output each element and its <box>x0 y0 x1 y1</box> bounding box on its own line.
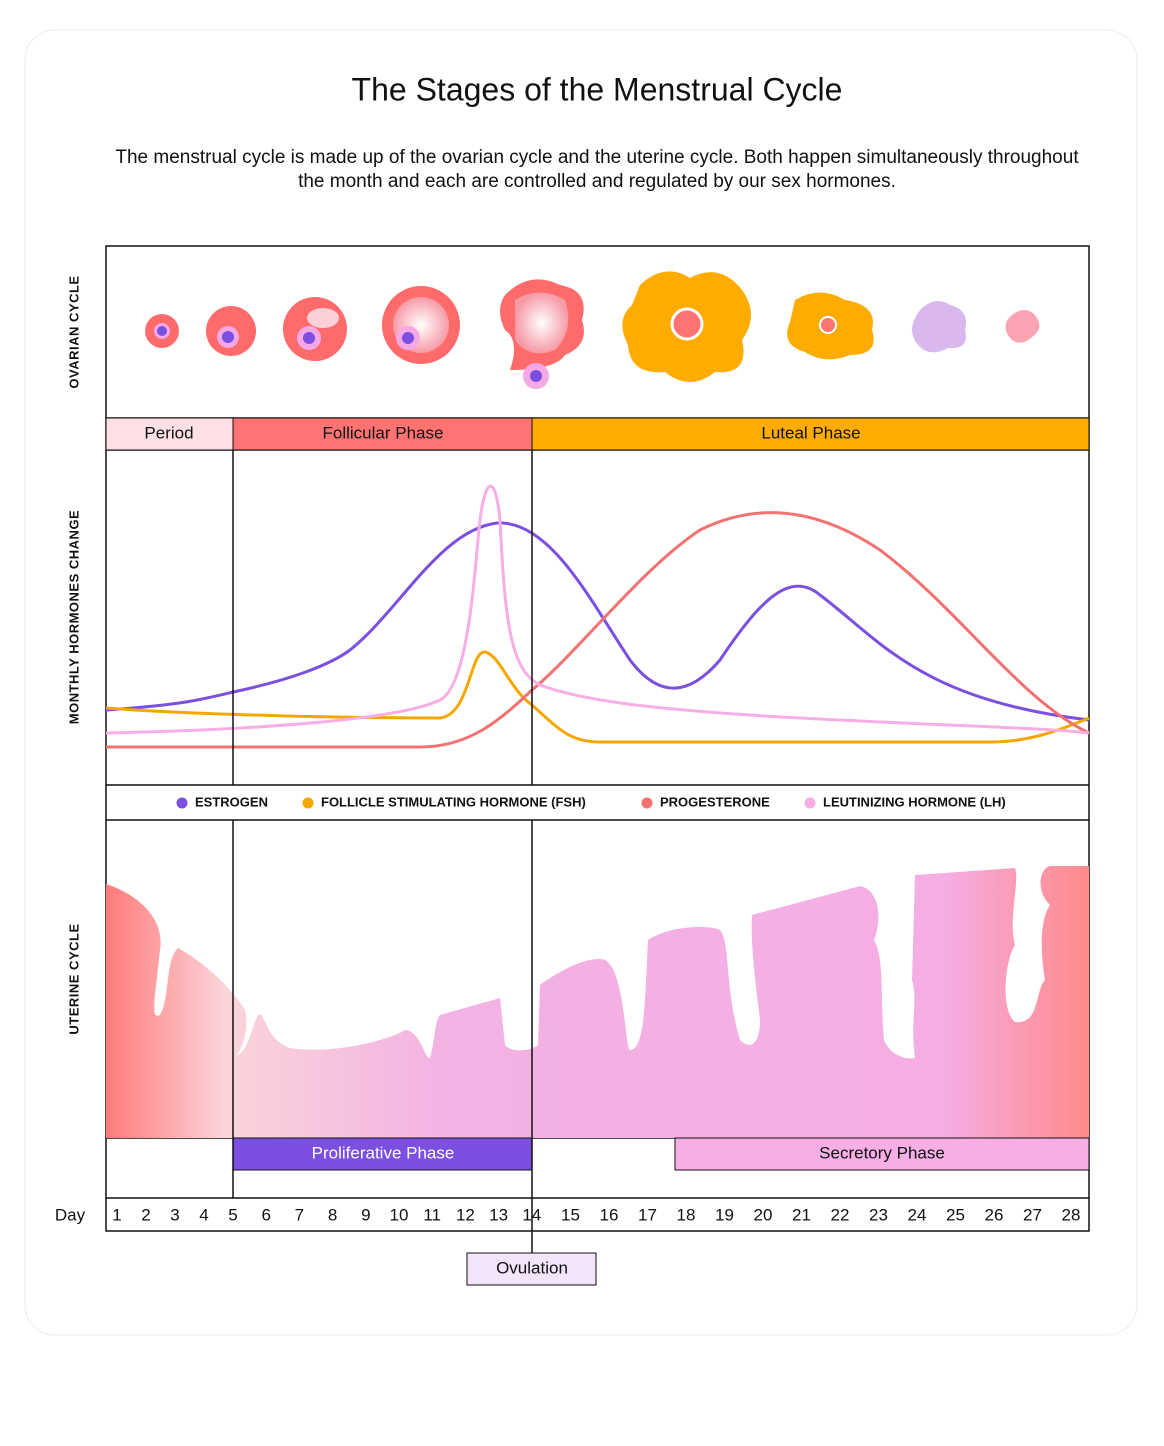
day-label: Day <box>55 1205 86 1224</box>
fsh-curve <box>105 650 1090 744</box>
phase-label: Proliferative Phase <box>312 1143 455 1162</box>
legend-label: LEUTINIZING HORMONE (LH) <box>823 794 1006 809</box>
day-number: 24 <box>908 1205 927 1224</box>
luteal-bar <box>531 417 1090 451</box>
row-label: UTERINE CYCLE <box>66 923 81 1034</box>
day-number: 18 <box>677 1205 696 1224</box>
day-number: 7 <box>295 1205 304 1224</box>
day-number: 23 <box>869 1205 888 1224</box>
ovarian-illustration <box>145 271 1040 389</box>
ovulation-label: Ovulation <box>496 1258 568 1277</box>
day-number: 15 <box>561 1205 580 1224</box>
subtitle-box: The menstrual cycle is made up of the ov… <box>115 147 1079 192</box>
legend-label: PROGESTERONE <box>660 794 770 809</box>
estrogen-curve <box>105 521 1090 722</box>
day-number: 14 <box>522 1205 541 1224</box>
legend-label: FOLLICLE STIMULATING HORMONE (FSH) <box>321 794 586 809</box>
phase-label: Secretory Phase <box>819 1143 945 1162</box>
day-number: 13 <box>489 1205 508 1224</box>
subtitle: The menstrual cycle is made up of the ov… <box>115 147 1079 192</box>
phase-dividers <box>232 450 533 1253</box>
day-number: 8 <box>328 1205 337 1224</box>
day-number: 11 <box>423 1205 441 1224</box>
title: The Stages of the Menstrual Cycle <box>352 71 843 107</box>
row-label: MONTHLY HORMONES CHANGE <box>66 510 81 724</box>
lh-curve <box>105 484 1090 735</box>
day-number: 3 <box>170 1205 179 1224</box>
row-label: OVARIAN CYCLE <box>66 275 81 388</box>
hormone-curves <box>105 484 1090 749</box>
ovulation-box <box>466 1252 597 1286</box>
day-number: 1 <box>112 1205 121 1224</box>
phase-label: Period <box>144 423 193 442</box>
proliferative-bar <box>232 1137 533 1171</box>
day-number: 22 <box>831 1205 850 1224</box>
day-number: 27 <box>1023 1205 1042 1224</box>
day-number: 9 <box>361 1205 370 1224</box>
phase-label: Follicular Phase <box>323 423 444 442</box>
secretory-bar <box>674 1137 1090 1171</box>
day-number: 12 <box>456 1205 475 1224</box>
day-number: 16 <box>600 1205 619 1224</box>
day-row: 1 2 3 4 5 6 7 8 9 10 11 12 13 14 15 16 17 18 19 20 21 22 23 24 2… <box>112 1205 1080 1224</box>
day-number: 19 <box>715 1205 734 1224</box>
uterine-lining <box>106 866 1089 1138</box>
day-number: 21 <box>792 1205 811 1224</box>
day-number: 17 <box>638 1205 657 1224</box>
day-number: 10 <box>390 1205 409 1224</box>
day-number: 25 <box>946 1205 965 1224</box>
legend: ESTROGEN FOLLICLE STIMULATING HORMONE (F… <box>176 794 1006 809</box>
day-number: 28 <box>1062 1205 1081 1224</box>
day-number: 20 <box>754 1205 773 1224</box>
day-number: 26 <box>985 1205 1004 1224</box>
phase-label: Luteal Phase <box>761 423 860 442</box>
day-number: 5 <box>228 1205 237 1224</box>
progesterone-curve <box>106 511 1090 749</box>
day-number: 4 <box>199 1205 208 1224</box>
day-number: 2 <box>141 1205 150 1224</box>
day-number: 6 <box>261 1205 270 1224</box>
legend-label: ESTROGEN <box>195 794 268 809</box>
